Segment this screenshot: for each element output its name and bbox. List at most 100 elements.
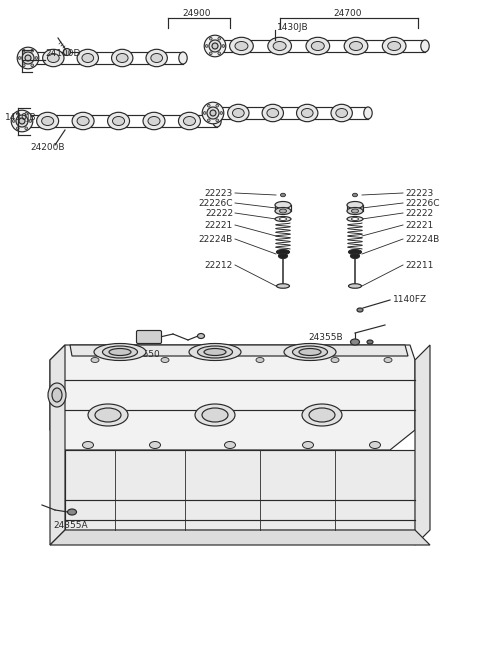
Text: 1430JB: 1430JB: [5, 113, 36, 122]
Ellipse shape: [284, 343, 336, 360]
Ellipse shape: [189, 343, 241, 360]
Ellipse shape: [275, 208, 291, 214]
Polygon shape: [50, 345, 415, 450]
Ellipse shape: [31, 64, 34, 67]
Text: 24700: 24700: [334, 9, 362, 18]
Ellipse shape: [202, 408, 228, 422]
Ellipse shape: [351, 217, 359, 221]
Text: 22221: 22221: [205, 221, 233, 229]
Text: 22226C: 22226C: [405, 198, 440, 208]
Ellipse shape: [209, 52, 212, 54]
Ellipse shape: [68, 509, 76, 515]
Text: 22212: 22212: [205, 261, 233, 269]
Ellipse shape: [82, 54, 94, 62]
Ellipse shape: [388, 41, 401, 50]
Ellipse shape: [25, 113, 27, 115]
Ellipse shape: [348, 250, 361, 255]
Ellipse shape: [148, 117, 160, 126]
Ellipse shape: [202, 102, 224, 124]
Ellipse shape: [19, 118, 25, 124]
Ellipse shape: [183, 117, 195, 126]
Ellipse shape: [23, 64, 25, 67]
Ellipse shape: [273, 41, 286, 50]
Ellipse shape: [344, 37, 368, 55]
Ellipse shape: [280, 193, 286, 196]
Ellipse shape: [268, 37, 291, 55]
Polygon shape: [70, 345, 408, 356]
Ellipse shape: [43, 49, 64, 67]
Ellipse shape: [275, 217, 291, 221]
Ellipse shape: [331, 104, 352, 122]
Ellipse shape: [179, 112, 201, 130]
Ellipse shape: [370, 441, 381, 449]
Ellipse shape: [108, 112, 130, 130]
Ellipse shape: [25, 55, 31, 61]
Ellipse shape: [299, 348, 321, 356]
Ellipse shape: [336, 109, 348, 117]
Ellipse shape: [207, 104, 210, 107]
Ellipse shape: [262, 104, 284, 122]
Text: 24355A: 24355A: [53, 521, 88, 529]
Ellipse shape: [42, 117, 54, 126]
Ellipse shape: [306, 37, 330, 55]
Ellipse shape: [267, 109, 278, 117]
Ellipse shape: [225, 441, 236, 449]
Ellipse shape: [197, 333, 204, 339]
Text: 22222: 22222: [205, 208, 233, 217]
Ellipse shape: [302, 404, 342, 426]
Text: 39650: 39650: [132, 350, 160, 359]
Ellipse shape: [25, 127, 27, 130]
Ellipse shape: [151, 54, 163, 62]
Ellipse shape: [48, 54, 59, 62]
Text: 24100D: 24100D: [45, 50, 80, 58]
Ellipse shape: [279, 217, 287, 221]
Ellipse shape: [364, 107, 372, 119]
Ellipse shape: [109, 348, 131, 356]
Ellipse shape: [16, 115, 28, 127]
Ellipse shape: [228, 104, 249, 122]
Ellipse shape: [22, 52, 34, 64]
Ellipse shape: [16, 113, 19, 115]
Ellipse shape: [116, 54, 128, 62]
Text: 22223: 22223: [205, 189, 233, 198]
Ellipse shape: [29, 120, 32, 122]
Ellipse shape: [216, 104, 218, 107]
Ellipse shape: [94, 343, 146, 360]
Ellipse shape: [352, 193, 358, 196]
Ellipse shape: [207, 107, 219, 119]
Ellipse shape: [235, 41, 248, 50]
Ellipse shape: [218, 37, 220, 40]
Ellipse shape: [179, 52, 187, 64]
Ellipse shape: [112, 117, 125, 126]
Ellipse shape: [16, 127, 19, 130]
Ellipse shape: [220, 111, 223, 115]
Ellipse shape: [292, 346, 327, 358]
Ellipse shape: [347, 202, 363, 208]
Ellipse shape: [383, 37, 406, 55]
Text: 24355B: 24355B: [308, 333, 343, 341]
Ellipse shape: [103, 346, 137, 358]
Ellipse shape: [278, 253, 288, 259]
Ellipse shape: [302, 441, 313, 449]
Ellipse shape: [18, 56, 21, 60]
Ellipse shape: [161, 358, 169, 362]
Ellipse shape: [52, 388, 62, 402]
Ellipse shape: [276, 250, 289, 255]
Polygon shape: [50, 530, 430, 545]
Ellipse shape: [367, 340, 373, 344]
Polygon shape: [415, 345, 430, 545]
Text: 22223: 22223: [405, 189, 433, 198]
Ellipse shape: [91, 358, 99, 362]
Ellipse shape: [279, 209, 287, 213]
Ellipse shape: [357, 308, 363, 312]
Ellipse shape: [77, 117, 89, 126]
Ellipse shape: [35, 56, 38, 60]
Ellipse shape: [297, 104, 318, 122]
Ellipse shape: [348, 284, 361, 288]
Ellipse shape: [210, 110, 216, 116]
Text: 22224B: 22224B: [405, 234, 439, 244]
Ellipse shape: [195, 404, 235, 426]
Ellipse shape: [204, 35, 226, 57]
Ellipse shape: [72, 112, 94, 130]
Text: 22221: 22221: [405, 221, 433, 229]
